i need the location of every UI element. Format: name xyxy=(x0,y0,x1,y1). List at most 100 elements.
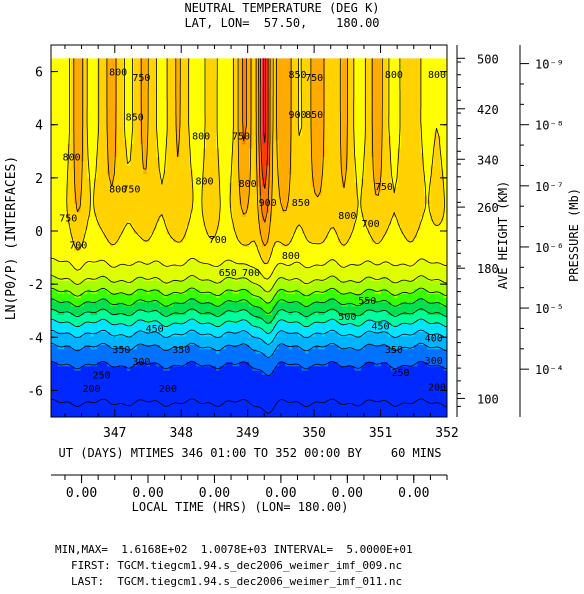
heatmap-cell xyxy=(199,220,204,226)
heatmap-cell xyxy=(222,83,227,89)
heatmap-cell xyxy=(117,399,121,405)
heatmap-cell xyxy=(130,113,135,119)
heatmap-cell xyxy=(222,177,227,183)
heatmap-cell xyxy=(51,207,55,213)
heatmap-cell xyxy=(176,412,181,418)
heatmap-cell xyxy=(110,130,115,136)
heatmap-cell xyxy=(169,288,174,294)
heatmap-cell xyxy=(64,340,69,346)
heatmap-cell xyxy=(126,327,131,333)
heatmap-cell xyxy=(67,365,72,371)
heatmap-cell xyxy=(199,88,204,94)
heatmap-cell xyxy=(84,169,88,175)
heatmap-cell xyxy=(74,327,78,333)
heatmap-cell xyxy=(57,139,62,145)
heatmap-cell xyxy=(107,263,111,269)
heatmap-cell xyxy=(80,207,85,213)
heatmap-cell xyxy=(150,71,154,76)
heatmap-cell xyxy=(156,263,161,269)
heatmap-cell xyxy=(64,288,69,294)
heatmap-cell xyxy=(100,83,105,89)
heatmap-cell xyxy=(159,156,164,162)
heatmap-cell xyxy=(87,241,92,247)
heatmap-cell xyxy=(107,348,111,354)
heatmap-cell xyxy=(97,370,102,375)
heatmap-cell xyxy=(239,408,243,414)
heatmap-cell xyxy=(216,314,220,320)
heatmap-cell xyxy=(90,66,95,72)
heatmap-cell xyxy=(120,143,125,149)
heatmap-cell xyxy=(189,305,194,311)
heatmap-cell xyxy=(107,361,111,367)
heatmap-cell xyxy=(235,130,240,136)
heatmap-cell xyxy=(74,318,78,324)
heatmap-cell xyxy=(245,284,250,290)
heatmap-cell xyxy=(219,378,224,384)
heatmap-cell xyxy=(120,199,125,205)
heatmap-cell xyxy=(199,118,204,123)
heatmap-cell xyxy=(216,71,220,76)
heatmap-cell xyxy=(80,246,85,252)
heatmap-cell xyxy=(183,224,187,230)
heatmap-cell xyxy=(199,323,204,328)
heatmap-cell xyxy=(176,314,181,320)
heatmap-cell xyxy=(212,199,217,205)
heatmap-cell xyxy=(173,88,177,94)
heatmap-cell xyxy=(179,207,184,213)
heatmap-cell xyxy=(123,246,128,252)
heatmap-cell xyxy=(97,344,102,350)
heatmap-cell xyxy=(235,216,240,222)
heatmap-cell xyxy=(74,254,78,260)
heatmap-cell xyxy=(219,173,224,179)
heatmap-cell xyxy=(146,100,151,106)
heatmap-cell xyxy=(90,190,95,196)
heatmap-cell xyxy=(156,135,161,141)
heatmap-cell xyxy=(196,113,201,119)
heatmap-cell xyxy=(74,271,78,277)
heatmap-cell xyxy=(199,66,204,72)
heatmap-cell xyxy=(235,186,240,192)
heatmap-cell xyxy=(67,160,72,166)
heatmap-cell xyxy=(176,220,181,226)
heatmap-cell xyxy=(146,305,151,311)
heatmap-cell xyxy=(169,233,174,239)
heatmap-cell xyxy=(163,92,168,98)
heatmap-cell xyxy=(136,92,141,98)
heatmap-cell xyxy=(130,271,135,277)
heatmap-cell xyxy=(199,404,204,410)
heatmap-cell xyxy=(232,66,237,72)
heatmap-cell xyxy=(199,113,204,119)
heatmap-cell xyxy=(202,229,207,234)
heatmap-cell xyxy=(212,408,217,414)
heatmap-cell xyxy=(186,318,191,324)
heatmap-cell xyxy=(150,126,154,132)
heatmap-cell xyxy=(136,241,141,247)
heatmap-cell xyxy=(186,387,191,392)
heatmap-cell xyxy=(64,224,69,230)
heatmap-cell xyxy=(136,105,141,111)
heatmap-cell xyxy=(189,267,194,273)
heatmap-cell xyxy=(90,160,95,166)
heatmap-cell xyxy=(206,382,210,388)
heatmap-cell xyxy=(70,387,75,392)
heatmap-cell xyxy=(163,344,168,350)
heatmap-cell xyxy=(239,361,243,367)
heatmap-cell xyxy=(123,361,128,367)
heatmap-cell xyxy=(163,71,168,76)
heatmap-cell xyxy=(133,220,138,226)
heatmap-cell xyxy=(216,79,220,85)
heatmap-cell xyxy=(186,378,191,384)
heatmap-cell xyxy=(176,139,181,145)
heatmap-cell xyxy=(103,246,108,252)
heatmap-cell xyxy=(117,105,121,111)
heatmap-cell xyxy=(183,122,187,128)
heatmap-cell xyxy=(117,305,121,311)
heatmap-cell xyxy=(156,391,161,397)
heatmap-cell xyxy=(156,318,161,324)
heatmap-cell xyxy=(239,310,243,316)
heatmap-cell xyxy=(87,88,92,94)
heatmap-cell xyxy=(87,395,92,401)
heatmap-cell xyxy=(84,327,88,333)
heatmap-cell xyxy=(64,229,69,234)
heatmap-cell xyxy=(67,387,72,392)
